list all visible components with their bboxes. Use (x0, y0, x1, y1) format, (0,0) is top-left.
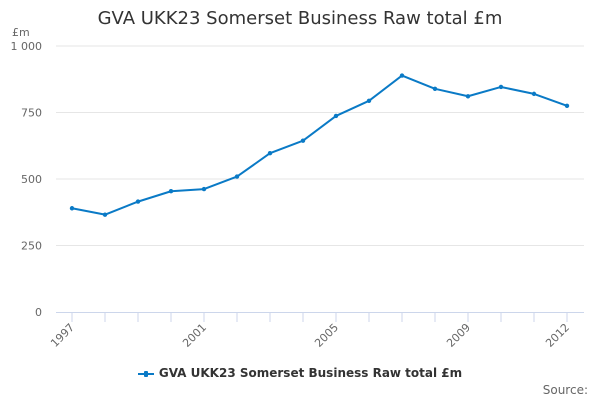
legend-label: GVA UKK23 Somerset Business Raw total £m (158, 366, 463, 380)
data-point (201, 186, 207, 192)
data-point (135, 199, 141, 204)
data-point (366, 98, 372, 103)
y-tick-label: 1 000 (11, 40, 43, 53)
y-tick-label: 500 (21, 173, 42, 186)
data-point (432, 86, 438, 92)
data-point (333, 113, 339, 119)
x-tick-label: 2009 (444, 321, 473, 350)
series-line (71, 74, 568, 216)
data-point (531, 91, 537, 97)
data-point (168, 189, 174, 194)
data-point (267, 150, 273, 156)
chart-title: GVA UKK23 Somerset Business Raw total £m (97, 8, 503, 29)
x-tick-label: 2001 (180, 321, 209, 350)
data-point (399, 73, 405, 78)
legend-line-marker-icon (137, 370, 154, 377)
data-point (234, 174, 240, 179)
data-point (69, 206, 75, 211)
data-point (498, 84, 504, 90)
y-tick-label: 250 (21, 240, 42, 253)
y-tick-label: 750 (21, 107, 42, 120)
source-label: Source: (542, 383, 588, 397)
x-tick-label: 1997 (48, 321, 77, 350)
data-point (300, 138, 306, 143)
x-tick-label: 2012 (543, 321, 572, 350)
legend-item[interactable]: GVA UKK23 Somerset Business Raw total £m (0, 366, 600, 380)
x-tick-label: 2005 (312, 321, 341, 350)
y-tick-label: 0 (35, 306, 42, 319)
y-axis-label: £m (12, 26, 30, 39)
data-point (465, 94, 471, 99)
data-point (102, 212, 108, 217)
data-point (564, 103, 570, 109)
